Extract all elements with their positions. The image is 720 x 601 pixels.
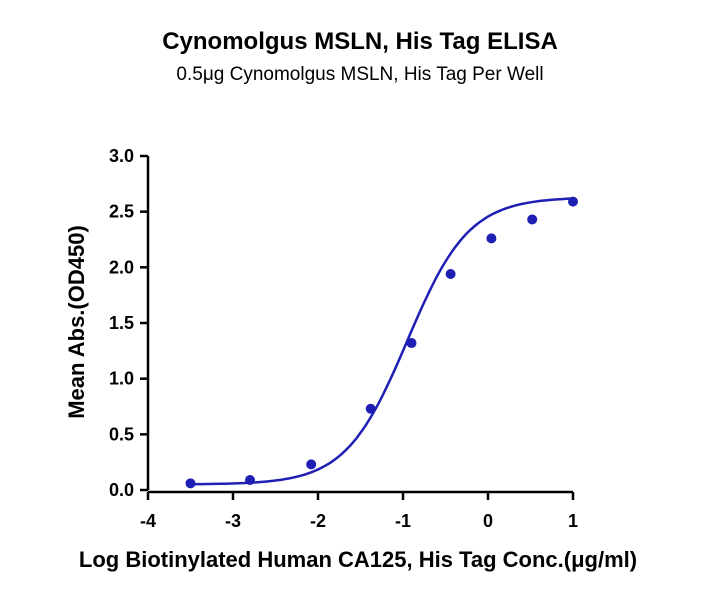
x-tick-label: 1 [568,511,578,531]
data-point [185,478,196,489]
data-point [365,403,376,414]
data-point [445,269,456,280]
y-tick-label: 0.5 [109,424,134,444]
chart-subtitle: 0.5μg Cynomolgus MSLN, His Tag Per Well [176,64,544,85]
data-point [306,459,317,470]
y-tick-label: 2.5 [109,202,134,222]
y-tick-label: 1.0 [109,369,134,389]
y-tick-label: 0.0 [109,480,134,500]
x-tick-label: -1 [395,511,411,531]
x-tick-label: 0 [483,511,493,531]
x-axis-title: Log Biotinylated Human CA125, His Tag Co… [79,547,637,572]
chart-title: Cynomolgus MSLN, His Tag ELISA [162,28,558,55]
x-tick-label: -2 [310,511,326,531]
fit-curve-group [190,197,574,486]
data-point [486,233,497,244]
data-point [568,196,578,207]
data-point [527,214,538,225]
x-tick-label: -4 [140,511,156,531]
y-tick-label: 1.5 [109,313,134,333]
data-point [245,474,255,485]
axes: 0.0 0.5 1.0 1.5 2.0 2.5 3.0 -4 -3 -2 -1 0 1 [109,146,578,531]
x-tick-label: -3 [225,511,241,531]
y-tick-label: 2.0 [109,257,134,277]
y-tick-label: 3.0 [109,146,134,166]
data-point [406,338,417,349]
y-axis-title: Mean Abs.(OD450) [64,225,89,419]
fit-curve [190,197,574,486]
data-points [185,196,578,489]
